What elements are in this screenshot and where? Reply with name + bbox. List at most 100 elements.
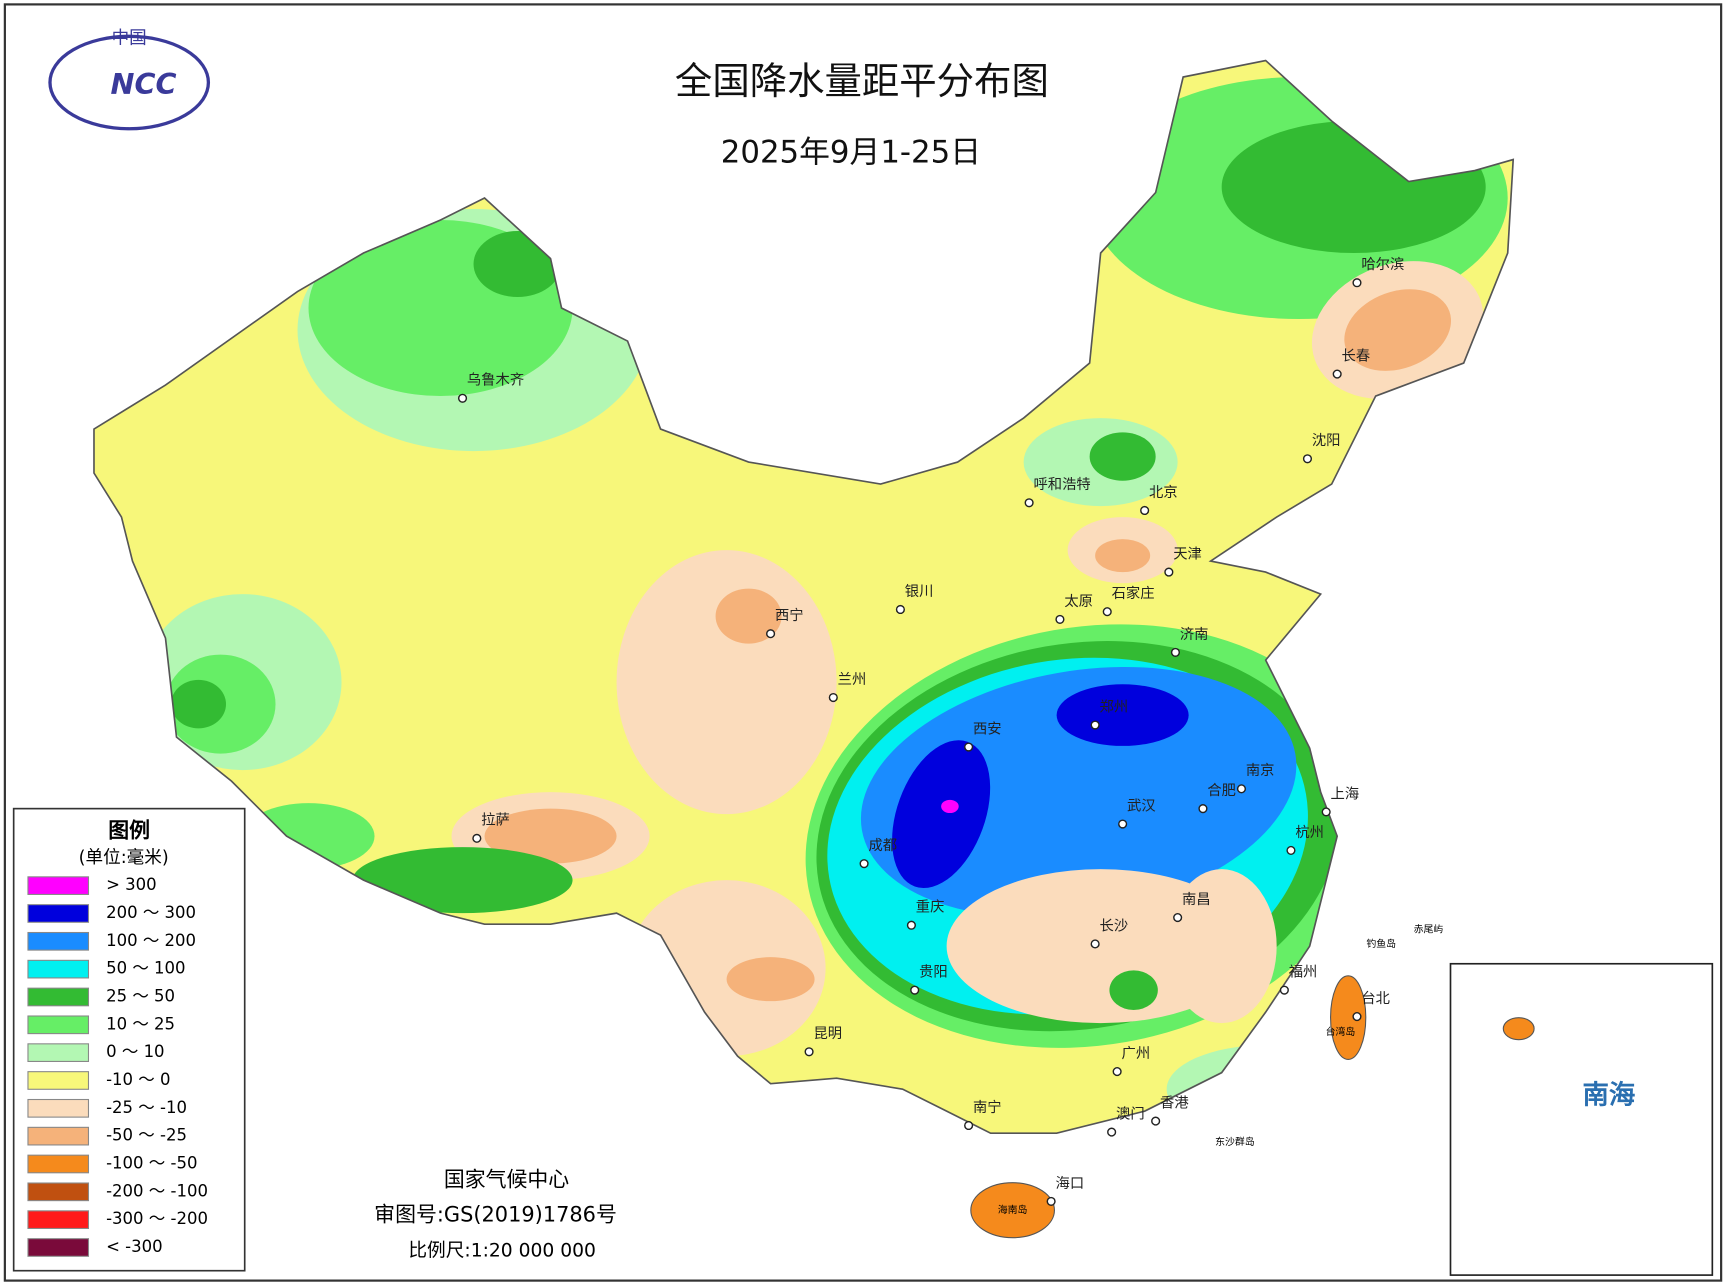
legend-title: 图例 (108, 819, 150, 843)
city-marker (895, 604, 905, 615)
legend-label: 25 ～ 50 (106, 986, 175, 1005)
city-label: 上海 (1331, 785, 1360, 802)
city-marker (1118, 819, 1128, 829)
city-marker (1140, 505, 1150, 516)
legend-label: 100 ～ 200 (106, 931, 196, 950)
island-label: 海南岛 (998, 1203, 1028, 1216)
field-zone (1344, 289, 1452, 371)
city-label: 杭州 (1295, 824, 1324, 841)
city-marker (457, 393, 468, 403)
city-marker (1107, 1127, 1117, 1137)
city-marker (964, 1120, 974, 1131)
footer-scale: 比例尺:1:20 000 000 (408, 1240, 596, 1261)
city-marker (1046, 1196, 1056, 1206)
legend-swatch (27, 1126, 90, 1146)
subtitle: 2025年9月1-25日 (721, 135, 981, 171)
city-marker (1090, 939, 1100, 949)
logo-text: NCC (111, 67, 177, 101)
inset-label: 南海 (1583, 1079, 1636, 1110)
city-label: 长春 (1342, 347, 1371, 364)
city-label: 南宁 (973, 1099, 1002, 1116)
legend-swatch (27, 931, 90, 951)
city-marker (1286, 845, 1296, 855)
logo-ring (48, 34, 211, 131)
footer-org: 国家气候中心 (444, 1167, 569, 1191)
city-marker (1198, 804, 1208, 814)
city-label: 海口 (1056, 1175, 1085, 1192)
field-zone (170, 679, 227, 729)
city-label: 兰州 (838, 671, 867, 688)
city-marker (906, 920, 916, 930)
city-label: 合肥 (1207, 782, 1236, 799)
legend-label: > 300 (106, 875, 157, 894)
city-label: 昆明 (813, 1026, 842, 1042)
city-marker (1236, 784, 1247, 794)
legend-label: < -300 (106, 1237, 163, 1256)
legend: > 300 200 ～ 300 100 ～ 200 50 ～ 100 25 ～ 50 10… (27, 875, 208, 1257)
field-zone (352, 847, 573, 914)
field-zone (715, 588, 782, 644)
field-zone (1166, 869, 1277, 1024)
legend-swatch (27, 1238, 90, 1257)
city-label: 澳门 (1116, 1105, 1145, 1122)
legend-label: 0 ～ 10 (106, 1042, 164, 1061)
city-marker (1164, 567, 1174, 577)
legend-label: 50 ～ 100 (106, 959, 185, 978)
legend-swatch (27, 959, 90, 979)
inset-box (1449, 962, 1714, 1276)
legend-swatch (27, 1154, 90, 1174)
inset-hainan (1502, 1017, 1535, 1041)
city-marker (1352, 1011, 1362, 1022)
city-label: 西安 (973, 720, 1002, 737)
city-label: 郑州 (1100, 698, 1129, 715)
city-label: 香港 (1160, 1094, 1189, 1111)
logo-top: 中国 (112, 29, 147, 49)
logo: 中国 NCC (48, 29, 211, 131)
footer-approval: 审图号:GS(2019)1786号 (374, 1203, 617, 1227)
city-label: 成都 (869, 837, 898, 854)
island-label: 东沙群岛 (1215, 1135, 1255, 1148)
city-marker (859, 859, 869, 869)
city-label: 太原 (1064, 593, 1093, 610)
city-label: 南昌 (1182, 891, 1211, 908)
city-label: 呼和浩特 (1034, 476, 1091, 493)
legend-swatch (27, 876, 90, 895)
hainan (970, 1182, 1055, 1239)
city-label: 天津 (1173, 545, 1202, 562)
city-marker (1302, 454, 1313, 464)
legend-label: -300 ～ -200 (106, 1209, 208, 1228)
field-zone (726, 957, 815, 1002)
legend-label: -200 ～ -100 (106, 1181, 208, 1200)
city-label: 拉萨 (481, 812, 510, 829)
legend-swatch (27, 904, 90, 923)
city-marker (804, 1047, 814, 1057)
legend-label: -50 ～ -25 (106, 1126, 187, 1145)
legend-swatch (27, 987, 90, 1007)
city-marker (1279, 985, 1289, 995)
legend-swatch (27, 1182, 90, 1202)
city-label: 哈尔滨 (1361, 256, 1404, 273)
legend-label: -10 ～ 0 (106, 1070, 170, 1089)
legend-swatch (27, 1043, 90, 1062)
legend-swatch (27, 1015, 90, 1035)
field-zone (892, 740, 991, 889)
island-label: 钓鱼岛 (1366, 937, 1396, 950)
field-zone (484, 808, 617, 864)
city-marker (828, 692, 838, 703)
legend-label: 10 ～ 25 (106, 1014, 175, 1033)
legend-swatch (27, 1210, 90, 1230)
city-marker (964, 742, 974, 752)
city-label: 重庆 (916, 899, 945, 916)
city-label: 济南 (1180, 626, 1209, 643)
legend-label: 200 ～ 300 (106, 903, 196, 922)
island-label: 赤尾屿 (1414, 924, 1444, 936)
field-zone (1056, 684, 1189, 746)
field-zone (1109, 970, 1158, 1010)
city-marker (1332, 369, 1342, 379)
city-marker (1102, 607, 1112, 617)
city-marker (1112, 1067, 1122, 1077)
city-label: 南京 (1246, 762, 1275, 779)
field-zone (1095, 539, 1151, 573)
legend-label: -25 ～ -10 (106, 1098, 187, 1117)
city-label: 贵阳 (919, 964, 948, 981)
